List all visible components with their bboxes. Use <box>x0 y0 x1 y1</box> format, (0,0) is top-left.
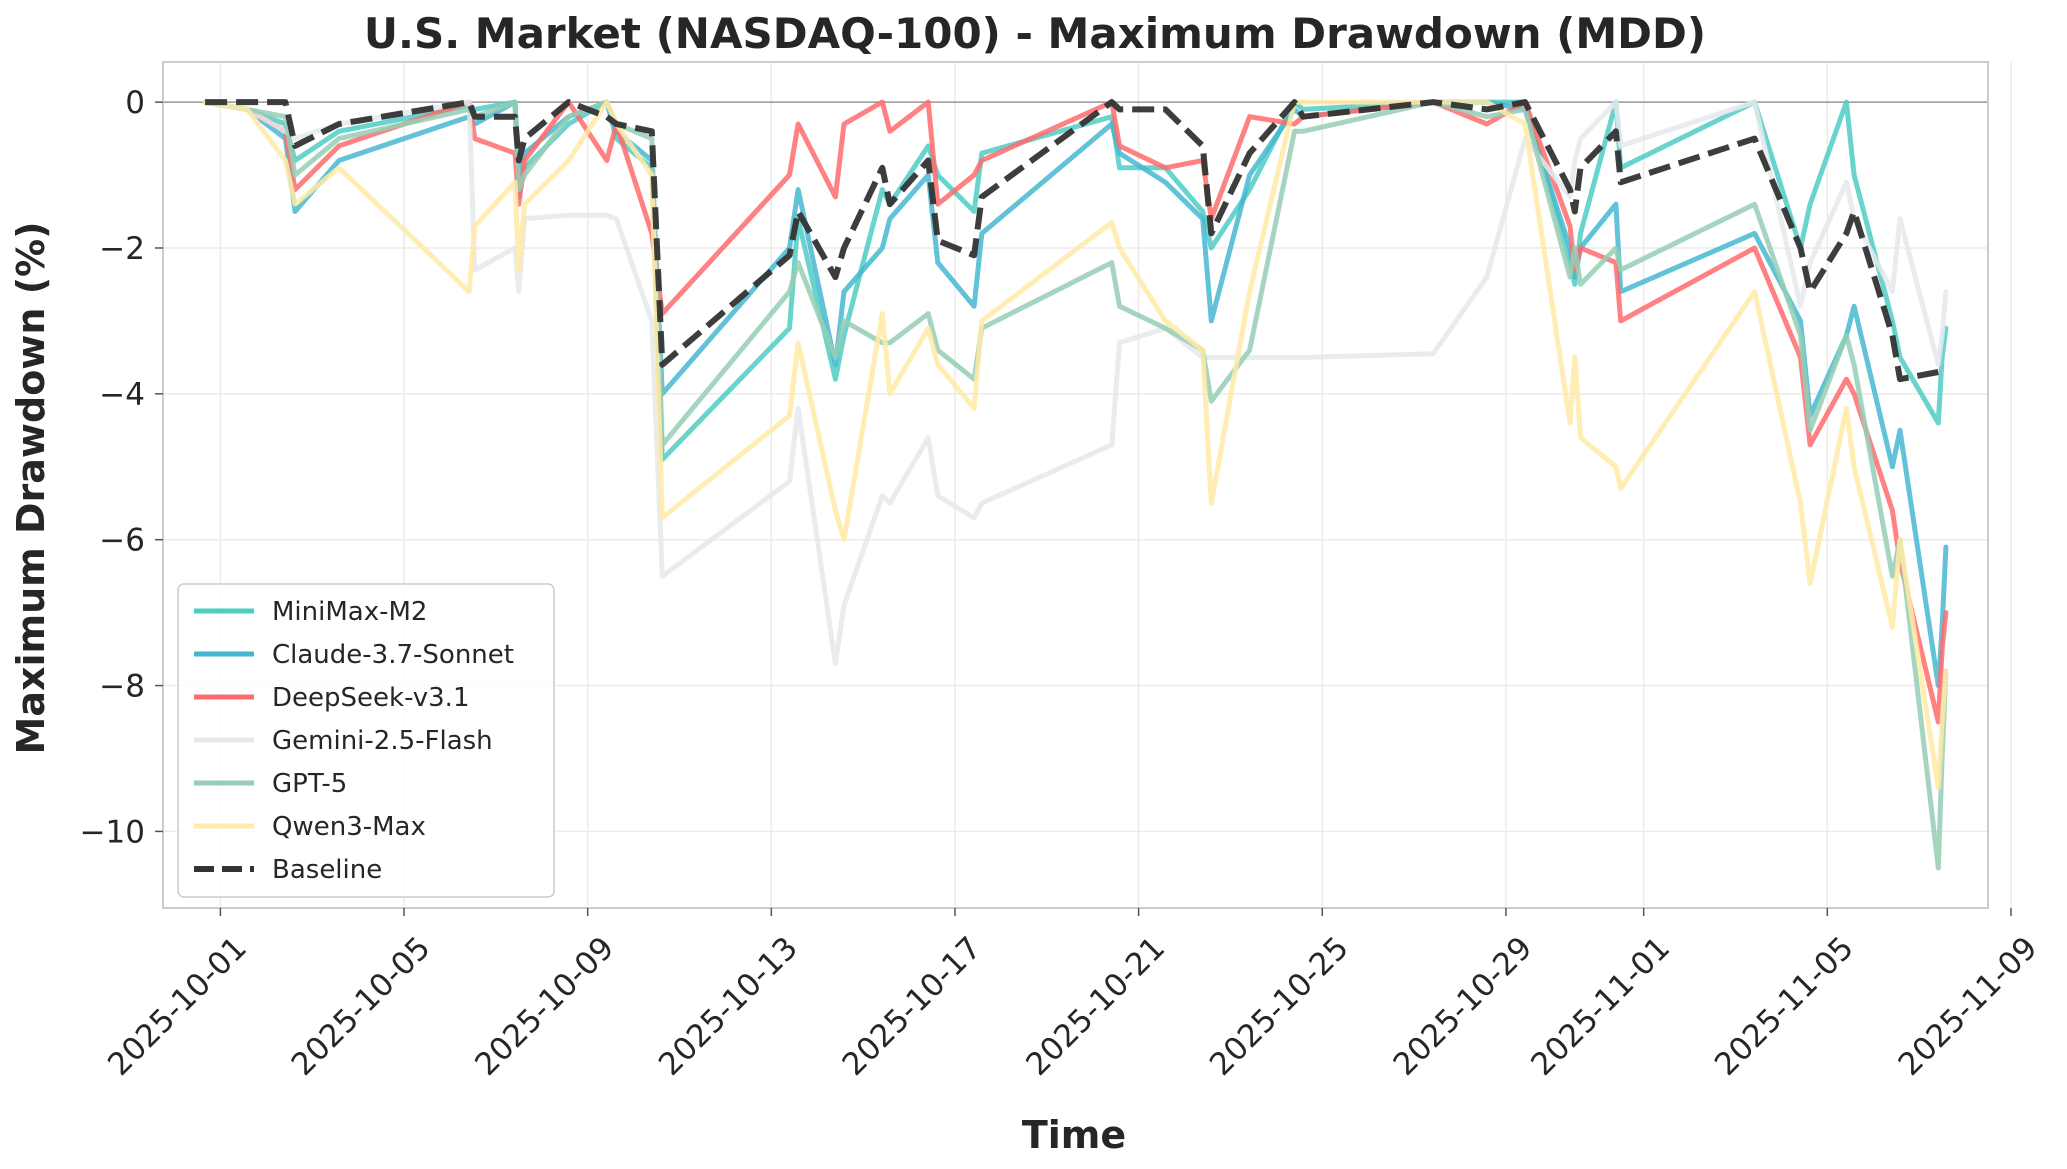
y-tick-label: −6 <box>99 523 145 559</box>
y-axis-ticks: 0 −2 −4 −6 −8 −10 <box>80 85 163 850</box>
legend-label-gpt-5: GPT-5 <box>272 769 347 799</box>
chart-title: U.S. Market (NASDAQ-100) - Maximum Drawd… <box>364 9 1706 58</box>
legend: MiniMax-M2 Claude-3.7-Sonnet DeepSeek-v3.1… <box>177 583 555 898</box>
legend-label-minimax-m2: MiniMax-M2 <box>272 597 427 627</box>
series-layer <box>202 99 1949 871</box>
y-tick-label: −8 <box>99 669 145 705</box>
series-line-baseline <box>205 99 1939 383</box>
y-tick-label: −2 <box>99 231 145 267</box>
y-tick-label: −10 <box>80 814 145 850</box>
legend-box <box>177 583 555 898</box>
legend-label-claude-3-7-sonnet: Claude-3.7-Sonnet <box>272 640 514 670</box>
series-line-gpt-5 <box>202 99 1949 871</box>
legend-label-qwen3-max: Qwen3-Max <box>272 812 426 842</box>
y-axis-label: Maximum Drawdown (%) <box>9 221 53 754</box>
plot-area-frame <box>162 61 1989 909</box>
legend-label-gemini-2-5-flash: Gemini-2.5-Flash <box>272 726 493 756</box>
series-line-qwen3-max <box>202 99 1949 791</box>
y-tick-label: 0 <box>125 85 145 121</box>
legend-label-deepseek-v3-1: DeepSeek-v3.1 <box>272 683 470 713</box>
legend-label-baseline: Baseline <box>272 855 382 885</box>
x-axis-label: Time <box>1022 1113 1126 1157</box>
y-tick-label: −4 <box>99 377 145 413</box>
